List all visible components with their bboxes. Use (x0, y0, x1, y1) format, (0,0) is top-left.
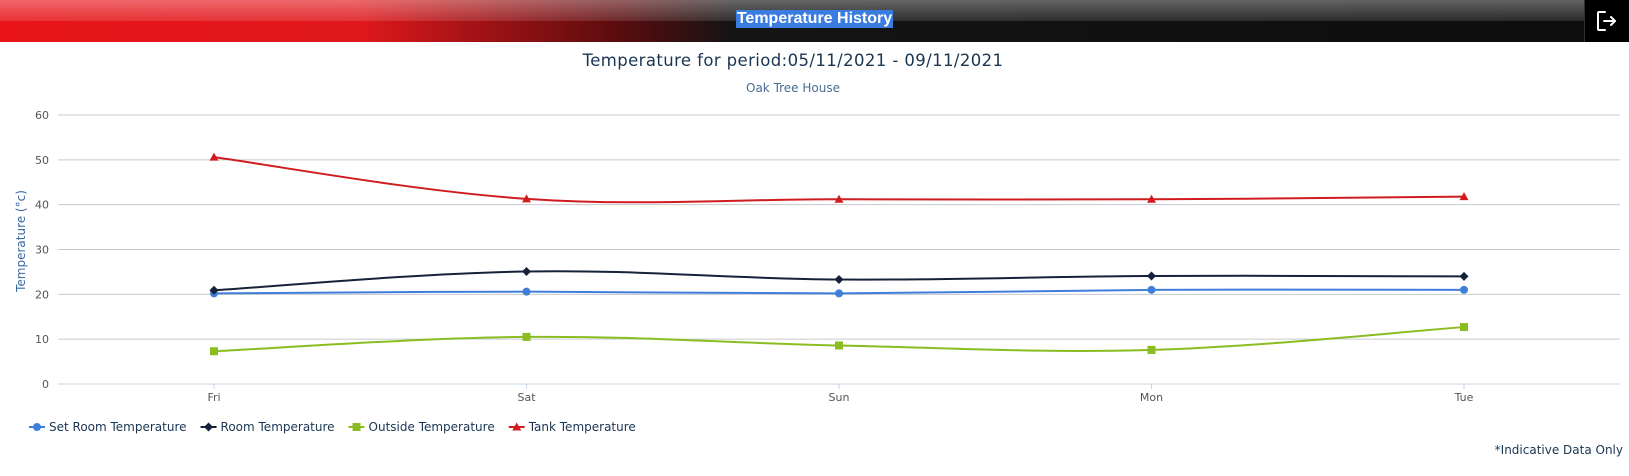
chart-container: Temperature for period:05/11/2021 - 09/1… (0, 42, 1629, 472)
data-point-outside-temperature[interactable] (522, 332, 531, 341)
y-tick-label: 30 (35, 244, 49, 257)
legend-label: Room Temperature (221, 420, 335, 434)
footnote: *Indicative Data Only (1494, 443, 1623, 457)
legend-marker (352, 423, 361, 431)
y-tick-label: 50 (35, 154, 49, 167)
legend-item-set-room-temperature[interactable]: Set Room Temperature (29, 420, 187, 434)
data-point-outside-temperature[interactable] (835, 341, 843, 350)
data-point-outside-temperature[interactable] (1147, 345, 1156, 354)
data-point-set-room-temperature[interactable] (522, 287, 531, 296)
x-tick-label: Sat (517, 391, 536, 404)
data-point-tank-temperature[interactable] (834, 194, 844, 203)
legend-marker (204, 422, 214, 432)
x-tick-label: Sun (829, 391, 850, 404)
temperature-chart: Temperature for period:05/11/2021 - 09/1… (14, 51, 1620, 434)
y-axis-ticks: 0 10 20 30 40 50 60 (35, 109, 49, 391)
data-point-outside-temperature[interactable] (1460, 323, 1468, 332)
data-point-set-room-temperature[interactable] (1147, 285, 1156, 294)
legend-item-room-temperature[interactable]: Room Temperature (200, 420, 335, 434)
legend: Set Room Temperature Room Temperature Outs… (29, 420, 636, 434)
legend-label: Tank Temperature (528, 420, 636, 434)
data-point-set-room-temperature[interactable] (835, 289, 843, 298)
legend-item-outside-temperature[interactable]: Outside Temperature (348, 420, 495, 434)
x-tick-label: Fri (207, 391, 220, 404)
data-point-tank-temperature[interactable] (1147, 194, 1156, 203)
data-point-tank-temperature[interactable] (522, 194, 531, 203)
page-title: Temperature History (735, 10, 894, 28)
legend-label: Outside Temperature (369, 420, 495, 434)
data-point-room-temperature[interactable] (834, 275, 844, 285)
data-point-room-temperature[interactable] (1147, 271, 1156, 281)
data-point-tank-temperature[interactable] (1459, 192, 1469, 201)
chart-title: Temperature for period:05/11/2021 - 09/1… (582, 51, 1004, 70)
data-point-set-room-temperature[interactable] (1460, 285, 1468, 294)
y-tick-label: 40 (35, 199, 49, 212)
data-point-room-temperature[interactable] (522, 266, 531, 276)
series-room-temperature (209, 266, 1469, 295)
legend-item-tank-temperature[interactable]: Tank Temperature (508, 420, 636, 434)
y-tick-label: 0 (42, 378, 49, 391)
legend-label: Set Room Temperature (49, 420, 187, 434)
data-point-room-temperature[interactable] (209, 285, 219, 295)
y-tick-label: 60 (35, 109, 49, 122)
y-tick-label: 20 (35, 288, 49, 301)
series-outside-temperature (210, 323, 1468, 356)
x-tick-label: Tue (1454, 391, 1474, 404)
logout-button[interactable] (1584, 0, 1629, 42)
legend-marker (512, 422, 522, 431)
x-axis-ticks: Fri Sat Sun Mon Tue (207, 384, 1474, 404)
y-tick-label: 10 (35, 333, 49, 346)
header-title-wrap: Temperature History (0, 0, 1629, 38)
legend-marker (33, 423, 41, 431)
series-set-room-temperature (210, 285, 1468, 298)
series-tank-temperature (209, 152, 1469, 204)
data-point-tank-temperature[interactable] (209, 152, 219, 161)
data-point-room-temperature[interactable] (1459, 271, 1469, 281)
x-tick-label: Mon (1140, 391, 1163, 404)
logout-icon (1597, 11, 1616, 31)
series-layer (209, 152, 1469, 356)
y-axis-label: Temperature (°c) (14, 190, 28, 293)
data-point-outside-temperature[interactable] (210, 347, 218, 356)
app-header-bar: Temperature History (0, 0, 1629, 42)
chart-subtitle: Oak Tree House (746, 81, 840, 95)
